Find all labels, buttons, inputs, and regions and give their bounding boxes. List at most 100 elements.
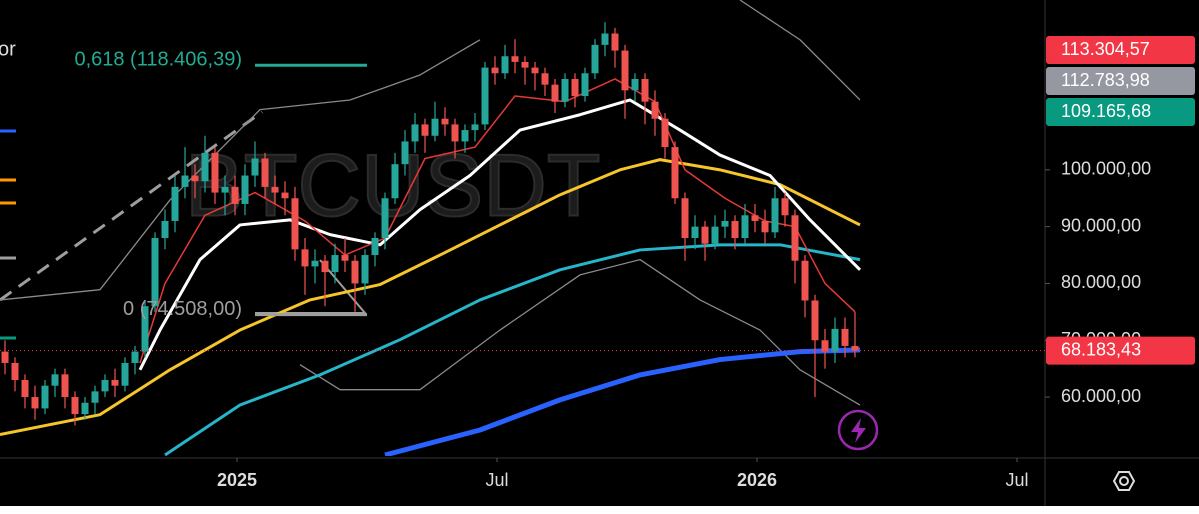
candle-body: [551, 84, 559, 102]
candle-body: [501, 56, 509, 74]
candle-body: [721, 220, 729, 227]
legend-swatch: [0, 201, 16, 205]
candle-body: [171, 186, 179, 221]
candle-body: [11, 362, 19, 381]
candle-body: [451, 124, 459, 142]
candle-body: [341, 255, 349, 261]
x-tick-label: Jul: [485, 470, 508, 490]
candle-body: [421, 124, 429, 136]
x-tick-label: 2025: [217, 470, 257, 490]
candle-body: [601, 33, 609, 45]
candle-body: [101, 380, 109, 392]
candle-body: [181, 175, 189, 187]
candle-body: [271, 186, 279, 193]
legend-fragment: or: [0, 38, 16, 60]
candle-body: [791, 215, 799, 261]
candle-body: [741, 215, 749, 239]
price-tag-label: 113.304,57: [1061, 39, 1150, 59]
candle-body: [401, 141, 409, 165]
candle-body: [291, 198, 299, 250]
price-tag-label: 109.165,68: [1061, 101, 1151, 121]
candle-body: [361, 255, 369, 284]
candle-body: [31, 397, 39, 409]
candle-body: [841, 328, 849, 346]
candle-body: [631, 78, 639, 91]
candle-body: [751, 215, 759, 221]
fib-label: 0,618 (118.406,39): [74, 49, 242, 71]
y-tick-label: 90.000,00: [1061, 215, 1141, 235]
settings-icon[interactable]: [1112, 471, 1136, 491]
candle-body: [661, 118, 669, 148]
candle-body: [21, 380, 29, 398]
x-tick-label: 2026: [737, 470, 777, 490]
candle-body: [671, 147, 679, 199]
candle-body: [41, 385, 49, 409]
candle-body: [851, 345, 859, 351]
legend-swatch: [0, 129, 16, 133]
candle-body: [801, 260, 809, 301]
candle-body: [221, 186, 229, 193]
price-tag: [1046, 67, 1195, 95]
candle-body: [251, 158, 259, 176]
candle-body: [331, 255, 339, 273]
legend-swatch: [0, 256, 16, 260]
lightning-icon[interactable]: [837, 409, 879, 451]
candle-body: [571, 78, 579, 96]
candle-body: [161, 220, 169, 239]
candle-body: [131, 351, 139, 363]
candle-body: [731, 220, 739, 239]
candle-body: [481, 67, 489, 125]
candle-body: [311, 260, 319, 267]
candle-body: [71, 397, 79, 415]
candle-body: [561, 78, 569, 102]
y-tick-label: 60.000,00: [1061, 386, 1141, 406]
moving-average: [0, 158, 861, 437]
legend-swatch: [0, 178, 16, 182]
candle-body: [141, 306, 149, 352]
candle-body: [821, 340, 829, 352]
legend-swatch: [0, 336, 16, 340]
trend-line: [0, 110, 263, 302]
bottom-border: [0, 506, 1199, 514]
candle-body: [471, 124, 479, 131]
candle-body: [761, 220, 769, 233]
candle-body: [541, 73, 549, 85]
candle-body: [691, 226, 699, 239]
y-tick-label: 80.000,00: [1061, 272, 1141, 292]
candle-body: [261, 158, 269, 187]
candle-body: [301, 249, 309, 267]
candle-body: [701, 226, 709, 244]
candle-body: [441, 118, 449, 125]
candle-body: [491, 67, 499, 74]
candle-body: [581, 73, 589, 96]
candle-body: [521, 61, 529, 68]
candle-body: [771, 198, 779, 233]
candle-body: [51, 374, 59, 386]
x-tick-label: Jul: [1005, 470, 1028, 490]
price-tag: [1046, 36, 1195, 64]
candle-body: [351, 260, 359, 284]
candle-body: [531, 67, 539, 74]
candle-body: [381, 198, 389, 239]
moving-average: [299, 258, 861, 406]
plot: [0, 0, 862, 456]
candle-body: [191, 175, 199, 182]
candle-body: [371, 238, 379, 256]
candle-body: [91, 391, 99, 403]
candle-body: [111, 380, 119, 386]
candle-body: [281, 192, 289, 199]
fib-label: 0 (74.508,00): [123, 298, 242, 320]
candle-body: [121, 362, 129, 386]
candle-body: [641, 78, 649, 102]
candle-body: [811, 300, 819, 341]
candle-body: [711, 226, 719, 244]
candle-body: [321, 260, 329, 273]
y-tick-label: 100.000,00: [1061, 159, 1151, 179]
candle-body: [461, 130, 469, 142]
price-tag-label: 112.783,98: [1061, 70, 1150, 90]
candle-body: [211, 152, 219, 193]
candle-body: [201, 152, 209, 182]
candle-body: [831, 328, 839, 352]
moving-average: [164, 243, 861, 456]
